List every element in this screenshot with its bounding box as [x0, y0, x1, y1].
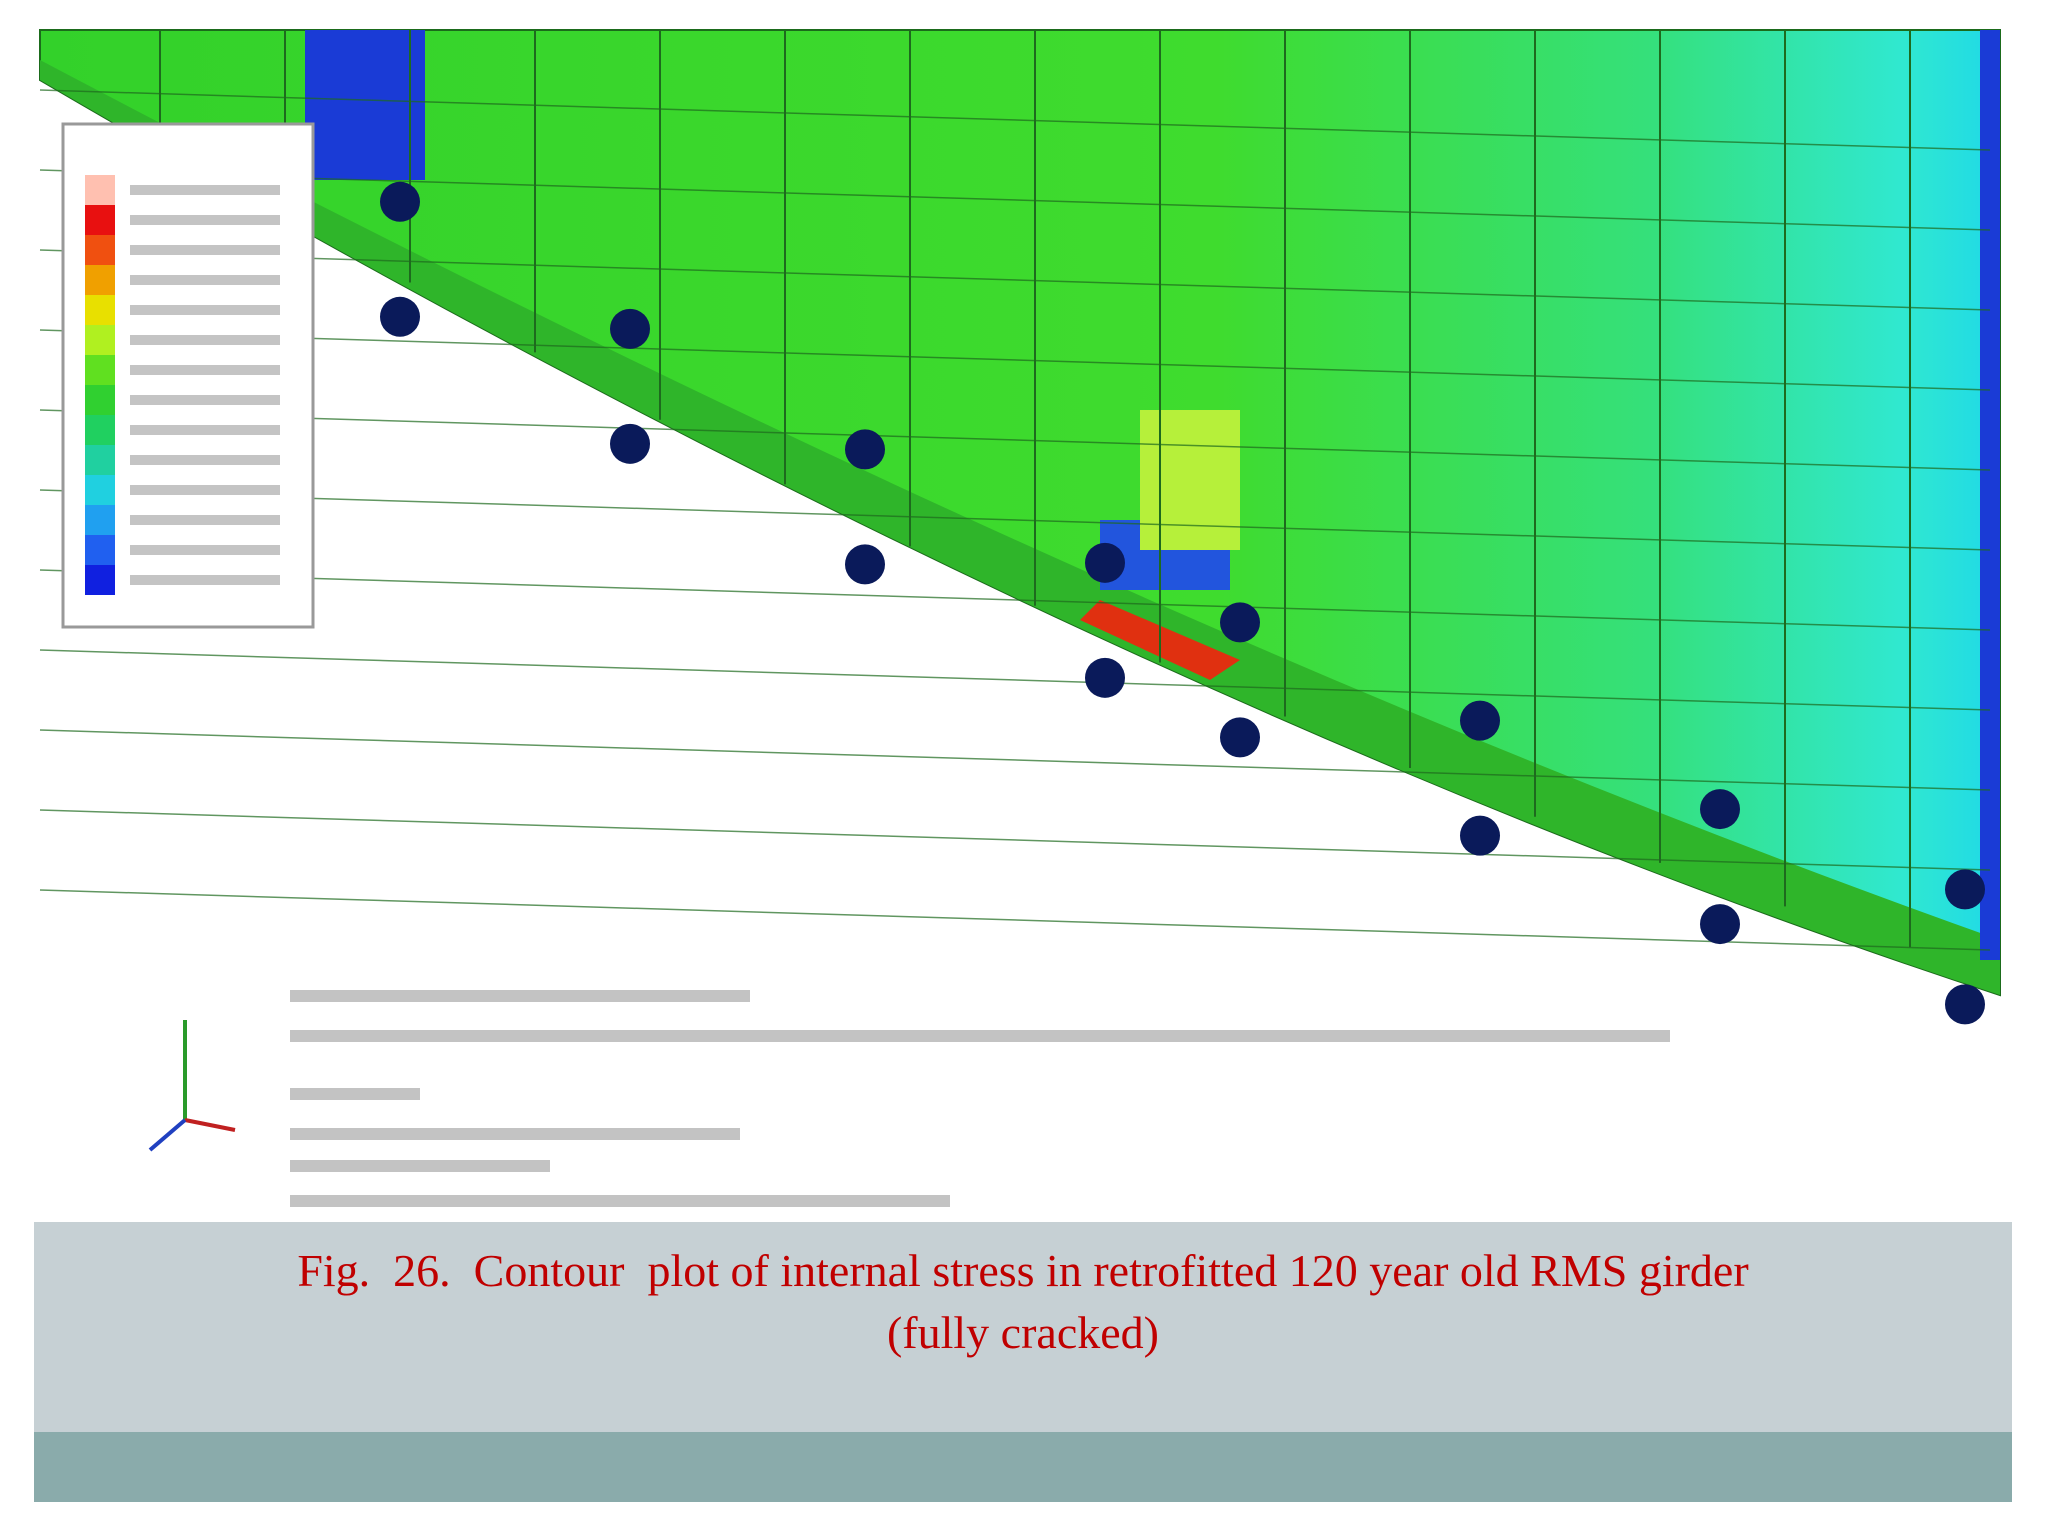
info-line-blur — [290, 990, 750, 1002]
yellow-zone — [1140, 410, 1240, 550]
info-line-blur — [290, 1160, 550, 1172]
mesh-line — [39, 809, 1991, 871]
mesh-and-bolts — [39, 30, 1991, 1025]
legend-label-blur — [130, 215, 280, 225]
caption-line: (fully cracked) — [886, 1307, 1159, 1358]
legend-label-blur — [130, 515, 280, 525]
bolt — [1220, 602, 1260, 643]
legend-label-blur — [130, 185, 280, 195]
legend-label-blur — [130, 365, 280, 375]
legend-label-blur — [130, 245, 280, 255]
axis-triad — [148, 1020, 236, 1152]
mesh-line — [39, 249, 1991, 311]
bolt — [1700, 904, 1740, 945]
triad-x — [184, 1118, 236, 1132]
legend-label-blur — [130, 455, 280, 465]
legend-swatch — [85, 565, 115, 595]
blue-column — [305, 30, 425, 180]
bolt — [610, 308, 650, 349]
mesh-line — [39, 889, 1991, 951]
footer-band — [34, 1432, 2012, 1502]
info-line-blur — [290, 1128, 740, 1140]
legend-swatch — [85, 445, 115, 475]
bolt — [610, 423, 650, 464]
bolt — [845, 429, 885, 470]
contour-plot — [39, 29, 2001, 1207]
legend-swatch — [85, 505, 115, 535]
mesh-line — [39, 569, 1991, 631]
legend-swatch — [85, 325, 115, 355]
legend-label-blur — [130, 485, 280, 495]
info-line-blur — [290, 1195, 950, 1207]
legend-label-blur — [130, 425, 280, 435]
bolt — [1460, 815, 1500, 856]
legend-swatch — [85, 385, 115, 415]
mesh-line — [39, 649, 1991, 711]
legend-label-blur — [130, 275, 280, 285]
legend-swatch — [85, 295, 115, 325]
mesh-line — [39, 89, 1991, 151]
legend-swatch — [85, 475, 115, 505]
legend-label-blur — [130, 305, 280, 315]
bolt — [1085, 657, 1125, 698]
mesh-line — [39, 729, 1991, 791]
mesh-line — [39, 409, 1991, 471]
bolt — [1085, 542, 1125, 583]
bolt — [380, 181, 420, 222]
legend-swatch — [85, 265, 115, 295]
info-line-blur — [290, 1030, 1670, 1042]
bolt — [1945, 869, 1985, 910]
legend-swatches — [85, 175, 280, 595]
legend-swatch — [85, 205, 115, 235]
legend-swatch — [85, 415, 115, 445]
triad-z — [148, 1118, 187, 1152]
bolt — [1220, 717, 1260, 758]
bolt — [845, 544, 885, 585]
legend-swatch — [85, 235, 115, 265]
bolt — [1700, 789, 1740, 830]
caption-band — [34, 1222, 2012, 1432]
legend-swatch — [85, 355, 115, 385]
bolt — [380, 296, 420, 337]
bolt — [1460, 700, 1500, 741]
flange-strip — [40, 60, 2000, 995]
info-line-blur — [290, 1088, 420, 1100]
info-text-blur — [290, 990, 1670, 1207]
mesh-line — [39, 329, 1991, 391]
legend-label-blur — [130, 575, 280, 585]
blue-edge — [1980, 30, 2000, 960]
mesh-line — [39, 169, 1991, 231]
mesh-line — [39, 489, 1991, 551]
caption-line: Fig. 26. Contour plot of internal stress… — [297, 1245, 1749, 1296]
legend-label-blur — [130, 545, 280, 555]
legend-swatch — [85, 175, 115, 205]
legend-label-blur — [130, 395, 280, 405]
legend-label-blur — [130, 335, 280, 345]
bolt — [1945, 984, 1985, 1025]
legend-swatch — [85, 535, 115, 565]
